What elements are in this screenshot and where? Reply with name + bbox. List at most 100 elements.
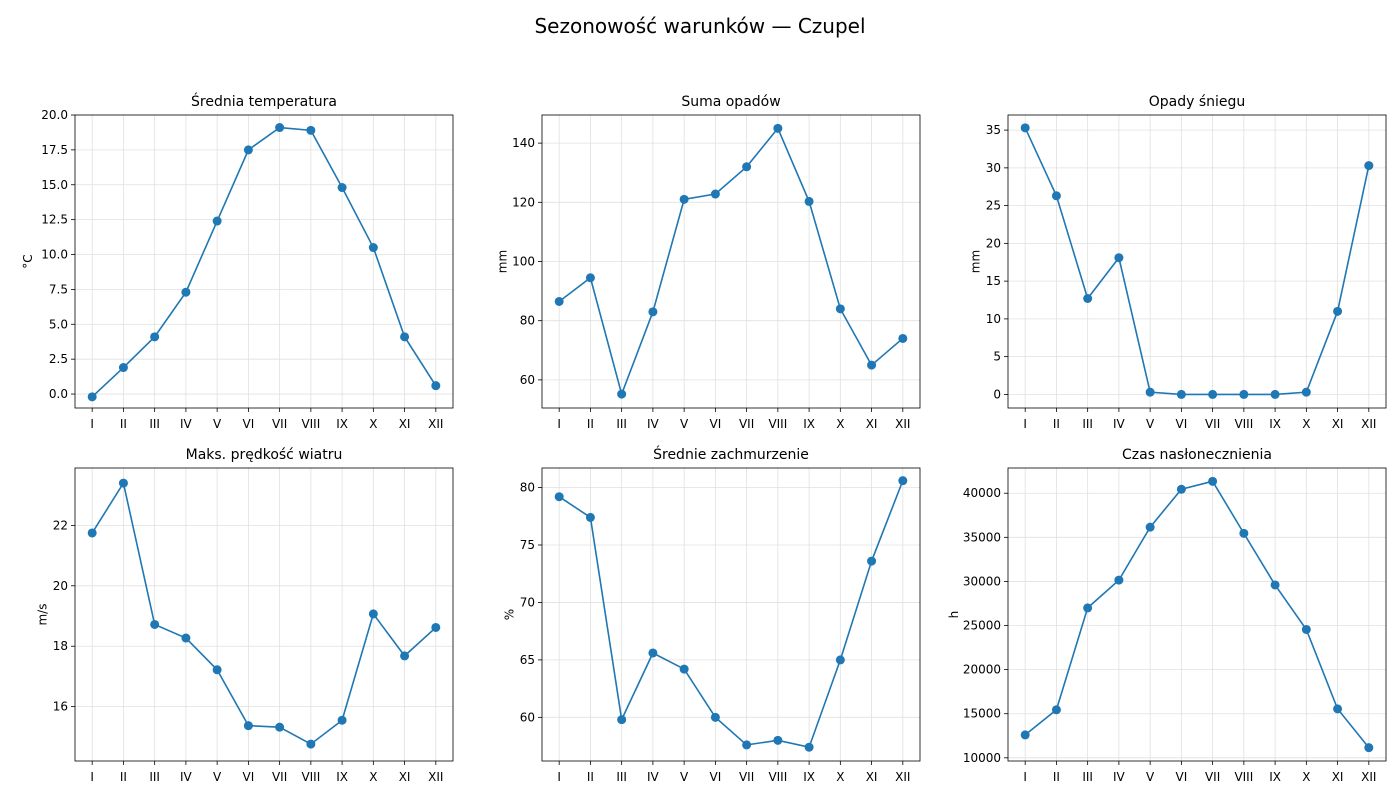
data-point [1208, 476, 1218, 486]
data-point [585, 273, 595, 283]
y-tick-label: 2.5 [49, 352, 68, 366]
data-point [212, 665, 222, 675]
x-tick-label: II [120, 417, 127, 431]
data-point [275, 123, 285, 133]
x-tick-label: X [1302, 417, 1310, 431]
x-tick-label: IV [180, 770, 193, 784]
data-point [1083, 294, 1093, 304]
figure-title: Sezonowość warunków — Czupel [534, 14, 866, 38]
data-point [368, 609, 378, 619]
y-tick-label: 20000 [963, 663, 1001, 677]
data-point [306, 739, 316, 749]
data-point [1083, 603, 1093, 613]
y-tick-label: 35000 [963, 530, 1001, 544]
x-tick-label: II [587, 770, 594, 784]
y-axis-label: mm [969, 250, 983, 273]
y-tick-label: 5.0 [49, 317, 68, 331]
x-tick-label: V [1146, 417, 1155, 431]
y-axis-label: % [503, 609, 517, 620]
data-point [648, 648, 658, 658]
x-tick-label: VII [739, 417, 754, 431]
data-point [804, 742, 814, 752]
data-point [118, 363, 128, 373]
x-tick-label: IV [647, 770, 660, 784]
y-tick-label: 65 [520, 653, 535, 667]
data-point [1145, 522, 1155, 532]
x-tick-label: X [1302, 770, 1310, 784]
x-tick-label: III [616, 770, 627, 784]
series-line [1024, 127, 1370, 396]
data-point [150, 332, 160, 342]
x-tick-label: V [680, 417, 689, 431]
x-tick-label: IV [1113, 417, 1126, 431]
y-tick-label: 30000 [963, 574, 1001, 588]
subplot-title: Suma opadów [681, 94, 780, 110]
data-point [87, 528, 97, 538]
data-point [306, 125, 316, 135]
x-tick-label: VI [710, 417, 722, 431]
y-tick-label: 15.0 [41, 178, 68, 192]
y-axis-label: °C [21, 254, 35, 268]
subplot: I II III IV V VI VII VIII IX X XI XII6080100120140S… [495, 94, 921, 431]
data-point [212, 216, 222, 226]
y-tick-label: 80 [520, 481, 535, 495]
data-point [368, 243, 378, 253]
data-point [1208, 389, 1218, 399]
data-point [742, 162, 752, 172]
data-point [1176, 484, 1186, 494]
data-point [1176, 389, 1186, 399]
data-point [773, 123, 783, 133]
data-point [1333, 704, 1343, 714]
y-tick-label: 16 [53, 700, 68, 714]
data-point [1114, 253, 1124, 263]
axes-frame [74, 467, 454, 762]
y-tick-label: 120 [512, 195, 535, 209]
x-tick-label: XII [1361, 770, 1376, 784]
data-point [835, 655, 845, 665]
subplot-title: Średnie zachmurzenie [653, 445, 809, 463]
x-tick-label: VIII [1234, 417, 1253, 431]
x-tick-label: XI [1332, 770, 1344, 784]
data-point [742, 740, 752, 750]
data-point [400, 332, 410, 342]
data-point [1301, 387, 1311, 397]
y-tick-label: 25000 [963, 619, 1001, 633]
y-tick-label: 30 [986, 161, 1001, 175]
x-tick-label: VII [1205, 417, 1220, 431]
x-tick-label: IX [336, 770, 348, 784]
subplot: I II III IV V VI VII VIII IX X XI XII16182022Maks. … [36, 447, 454, 784]
y-tick-label: 20 [986, 236, 1001, 250]
x-tick-label: X [369, 770, 377, 784]
x-tick-label: II [1053, 417, 1060, 431]
data-point [710, 189, 720, 199]
x-tick-label: XII [428, 770, 443, 784]
x-tick-label: V [680, 770, 689, 784]
x-tick-label: IX [336, 417, 348, 431]
x-tick-label: IV [647, 417, 660, 431]
y-tick-label: 5 [993, 350, 1001, 364]
data-point [1364, 743, 1374, 753]
y-tick-label: 18 [53, 639, 68, 653]
y-tick-label: 40000 [963, 486, 1001, 500]
x-tick-label: V [1146, 770, 1155, 784]
data-point [1239, 389, 1249, 399]
y-tick-label: 17.5 [41, 143, 68, 157]
data-point [1270, 389, 1280, 399]
x-tick-label: I [90, 417, 94, 431]
axes-frame [1007, 114, 1387, 409]
y-tick-label: 10000 [963, 751, 1001, 765]
data-point [1270, 580, 1280, 590]
y-tick-label: 12.5 [41, 213, 68, 227]
data-point [181, 287, 191, 297]
x-tick-label: I [1023, 770, 1027, 784]
data-point [431, 622, 441, 632]
subplot-title: Opady śniegu [1149, 94, 1246, 110]
x-tick-label: X [836, 770, 844, 784]
x-tick-label: II [1053, 770, 1060, 784]
x-tick-label: VII [272, 417, 287, 431]
x-tick-label: VI [1176, 770, 1188, 784]
x-tick-label: III [149, 770, 160, 784]
data-point [431, 381, 441, 391]
x-tick-label: XI [866, 417, 878, 431]
data-point [337, 715, 347, 725]
